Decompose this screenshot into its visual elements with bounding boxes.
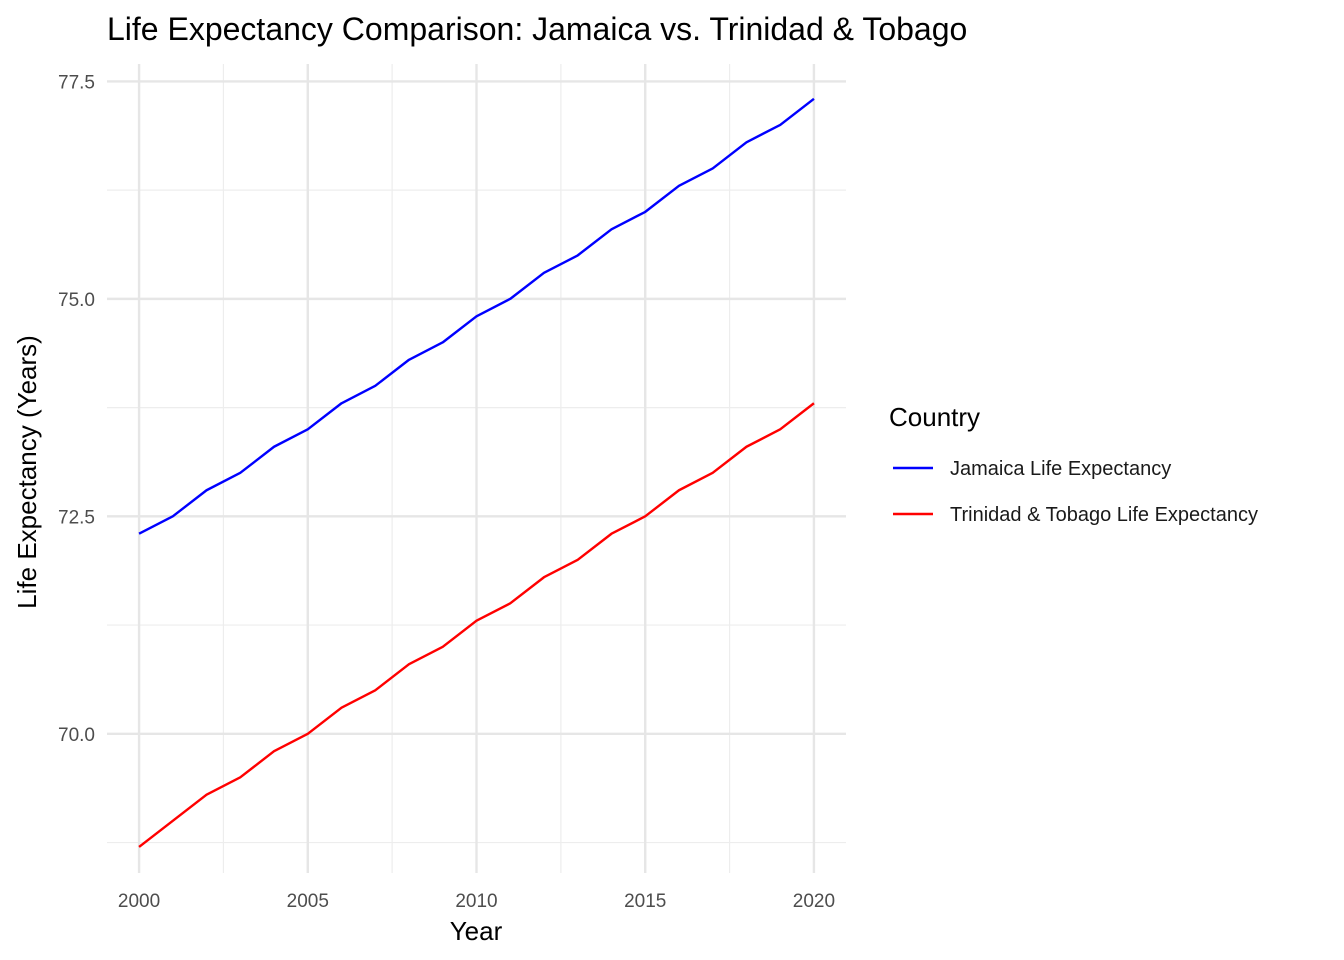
x-tick-label: 2015 (624, 891, 666, 912)
y-tick-label: 75.0 (58, 290, 95, 311)
series-lines (138, 97, 815, 848)
series-line-2 (138, 402, 815, 848)
x-tick-label: 2000 (118, 891, 160, 912)
x-axis-ticks: 2000 2005 2010 2015 2020 (118, 891, 835, 912)
y-axis-ticks: 70.0 72.5 75.0 77.5 (58, 72, 95, 745)
series-line-1 (138, 97, 815, 535)
x-tick-label: 2005 (287, 891, 329, 912)
y-tick-label: 70.0 (58, 725, 95, 746)
legend: Country Jamaica Life Expectancy Trinidad … (889, 402, 1258, 526)
y-axis-title: Life Expectancy (Years) (12, 335, 42, 609)
legend-label-2: Trinidad & Tobago Life Expectancy (950, 504, 1258, 526)
grid (107, 64, 846, 873)
x-axis-title: Year (450, 916, 503, 946)
x-tick-label: 2020 (793, 891, 835, 912)
y-tick-label: 77.5 (58, 72, 95, 93)
legend-title: Country (889, 402, 980, 432)
legend-items: Jamaica Life Expectancy Trinidad & Tobago… (893, 458, 1258, 526)
y-tick-label: 72.5 (58, 507, 95, 528)
x-tick-label: 2010 (455, 891, 497, 912)
chart-title: Life Expectancy Comparison: Jamaica vs. … (107, 11, 967, 47)
legend-label-1: Jamaica Life Expectancy (950, 458, 1171, 480)
